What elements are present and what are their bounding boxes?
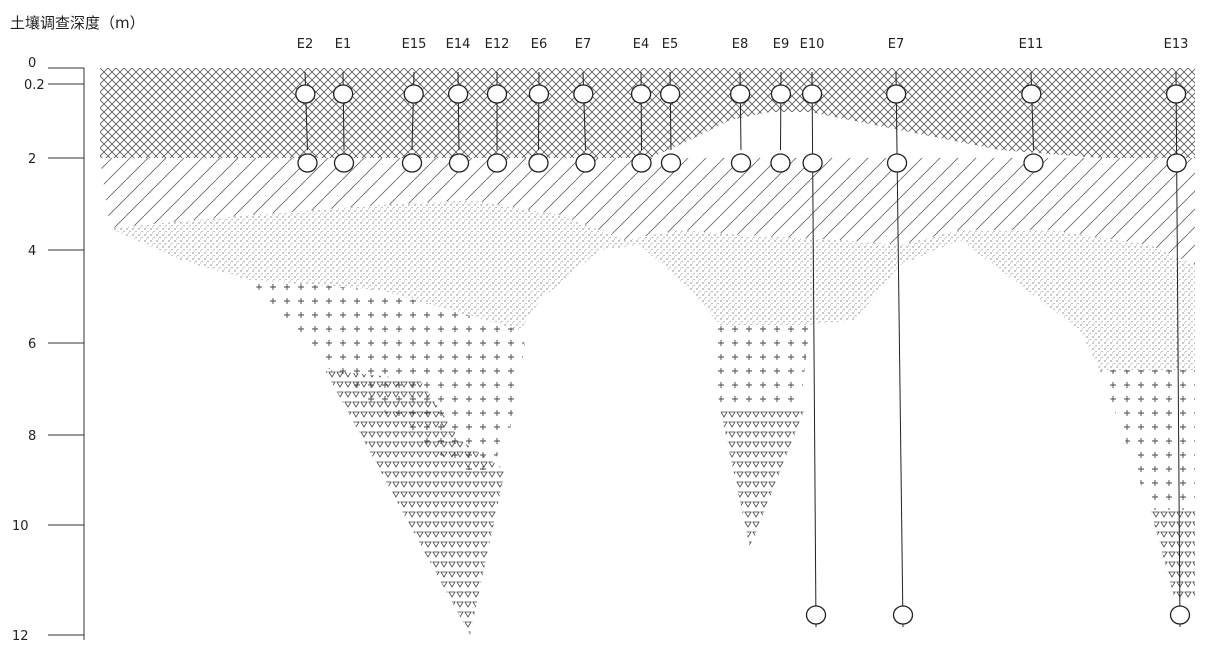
sample-point xyxy=(297,153,318,173)
sample-point xyxy=(1165,84,1187,104)
depth-tick-label: 0.2 xyxy=(24,78,45,93)
sample-point xyxy=(575,153,596,173)
sample-point xyxy=(805,605,827,625)
layer-dotted xyxy=(110,200,1195,370)
borehole-line xyxy=(640,71,642,151)
borehole-label: E12 xyxy=(485,37,510,52)
sample-point xyxy=(486,153,508,173)
depth-tick-label: 4 xyxy=(28,244,36,259)
sample-point xyxy=(1023,153,1044,173)
sample-point xyxy=(660,153,682,173)
sample-point xyxy=(631,153,652,173)
borehole-label: E9 xyxy=(773,37,790,52)
depth-axis-title: 土壤调查深度（m） xyxy=(10,14,145,32)
depth-tick-label: 8 xyxy=(28,429,36,444)
layer-plus xyxy=(1100,370,1195,510)
borehole-label: E14 xyxy=(446,37,471,52)
sample-point xyxy=(447,84,469,104)
borehole-label: E6 xyxy=(531,37,548,52)
borehole-line xyxy=(538,71,540,151)
borehole-label: E1 xyxy=(335,37,352,52)
layer-plus xyxy=(710,325,810,410)
sample-point xyxy=(729,84,751,104)
sample-point xyxy=(730,153,752,173)
depth-tick-label: 12 xyxy=(12,629,29,644)
borehole-label: E2 xyxy=(297,37,314,52)
layer-crosshatch xyxy=(100,68,1195,158)
borehole-label: E15 xyxy=(402,37,427,52)
sample-point xyxy=(801,84,823,104)
borehole-label: E8 xyxy=(732,37,749,52)
sample-point xyxy=(448,153,470,173)
sample-point xyxy=(401,153,423,173)
sample-point xyxy=(333,153,355,173)
sample-point xyxy=(528,84,550,104)
borehole-label: E13 xyxy=(1164,37,1189,52)
soil-layers xyxy=(100,68,1195,635)
sample-point xyxy=(573,84,594,104)
sample-point xyxy=(1021,84,1042,104)
sample-point xyxy=(403,84,424,104)
sample-point xyxy=(332,84,354,104)
sample-point xyxy=(770,153,791,173)
depth-tick-label: 0 xyxy=(28,56,36,71)
borehole-label: E11 xyxy=(1019,37,1044,52)
sample-point xyxy=(1169,605,1191,625)
borehole-label: E5 xyxy=(662,37,679,52)
depth-tick-label: 10 xyxy=(12,519,29,534)
borehole-label: E7 xyxy=(575,37,592,52)
sample-point xyxy=(770,84,792,104)
sample-point xyxy=(885,84,907,104)
sample-point xyxy=(528,153,549,173)
sample-point xyxy=(486,84,508,104)
layer-triangles xyxy=(325,370,505,635)
borehole-label: E4 xyxy=(633,37,650,52)
sample-point xyxy=(295,84,316,104)
layer-triangles xyxy=(720,408,805,548)
layer-plus xyxy=(250,280,525,470)
sample-point xyxy=(630,84,652,104)
layer-triangles xyxy=(1150,508,1195,600)
sample-point xyxy=(802,153,823,173)
sample-point xyxy=(659,84,681,104)
boreholes: E2 E1 E15 E14 E12 E6 E7 E4 E5 E8 E9 E10 E7 E11 E13 xyxy=(295,37,1191,628)
depth-tick-label: 2 xyxy=(28,152,36,167)
borehole-line xyxy=(780,71,782,151)
depth-axis-ticks: 0 0.2 2 4 6 8 10 12 xyxy=(12,56,84,644)
borehole-label: E10 xyxy=(800,37,825,52)
sample-point xyxy=(1166,153,1187,173)
depth-tick-label: 6 xyxy=(28,337,36,352)
sample-point xyxy=(892,605,914,625)
layer-hatched xyxy=(100,158,1195,265)
borehole-label: E7 xyxy=(888,37,905,52)
sample-point xyxy=(886,153,908,173)
